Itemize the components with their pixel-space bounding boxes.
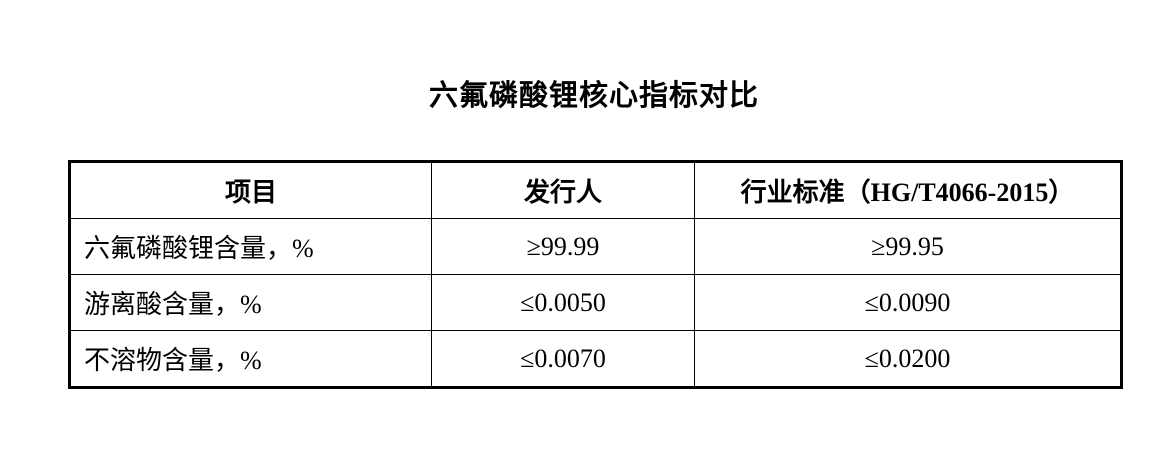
column-header-issuer: 发行人 [431, 161, 695, 219]
table-header-row: 项目 发行人 行业标准（HG/T4066-2015） [69, 161, 1122, 219]
column-header-item: 项目 [69, 161, 432, 219]
issuer-value-free-acid-content: ≤0.0050 [431, 274, 695, 331]
standard-value-insoluble-content: ≤0.0200 [694, 330, 1122, 388]
row-label-lipf6-content: 六氟磷酸锂含量，% [69, 218, 432, 275]
row-label-free-acid-content: 游离酸含量，% [69, 274, 432, 331]
table-row: 六氟磷酸锂含量，% ≥99.99 ≥99.95 [69, 218, 1122, 275]
page-title: 六氟磷酸锂核心指标对比 [428, 80, 759, 112]
table-row: 游离酸含量，% ≤0.0050 ≤0.0090 [69, 274, 1122, 331]
issuer-value-lipf6-content: ≥99.99 [431, 218, 695, 275]
standard-value-free-acid-content: ≤0.0090 [694, 274, 1122, 331]
column-header-standard: 行业标准（HG/T4066-2015） [694, 161, 1122, 219]
issuer-value-insoluble-content: ≤0.0070 [431, 330, 695, 388]
comparison-table: 项目 发行人 行业标准（HG/T4066-2015） 六氟磷酸锂含量，% ≥99… [68, 160, 1123, 389]
table-row: 不溶物含量，% ≤0.0070 ≤0.0200 [69, 330, 1122, 388]
standard-value-lipf6-content: ≥99.95 [694, 218, 1122, 275]
row-label-insoluble-content: 不溶物含量，% [69, 330, 432, 388]
